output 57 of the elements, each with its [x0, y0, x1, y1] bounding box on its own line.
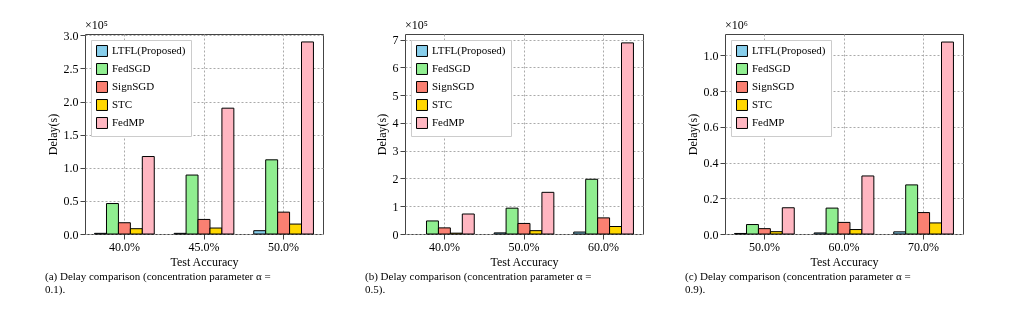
legend-label: FedSGD: [112, 62, 151, 74]
text: ×10⁶: [725, 18, 748, 32]
x-tick-label: 40.0%: [428, 239, 460, 254]
legend-label: FedMP: [112, 116, 145, 128]
x-tick-label: 50.0%: [508, 239, 540, 254]
y-tick-label: 0.5: [63, 194, 79, 209]
x-tick-label: 50.0%: [748, 239, 780, 254]
legend-label: FedSGD: [432, 62, 471, 74]
y-tick-label: 1.0: [703, 48, 719, 63]
text: ×10⁵: [85, 18, 108, 32]
y-tick-label: 3: [392, 144, 399, 159]
x-axis-title: Test Accuracy: [490, 254, 559, 269]
y-tick-label: 0.6: [703, 120, 719, 135]
y-tick-label: 0.0: [703, 227, 719, 242]
legend-label: FedMP: [432, 116, 465, 128]
y-tick-label: 0.0: [63, 227, 79, 242]
y-tick-label: 2.0: [63, 95, 79, 110]
legend-label: LTFL(Proposed): [432, 44, 506, 57]
legend-label: SignSGD: [752, 80, 795, 92]
y-tick-label: 3.0: [63, 28, 79, 43]
legend-label: LTFL(Proposed): [112, 44, 186, 57]
y-tick-label: 5: [392, 88, 399, 103]
x-tick-label: 40.0%: [108, 239, 140, 254]
x-tick-label: 60.0%: [828, 239, 860, 254]
y-tick-label: 6: [392, 60, 399, 75]
legend-label: SignSGD: [112, 80, 155, 92]
y-tick-label: 0.2: [703, 191, 719, 206]
x-tick-label: 70.0%: [908, 239, 940, 254]
y-tick-label: 1.5: [63, 128, 79, 143]
text: (a) Delay comparison (concentration parameter α = 0.1).: [45, 270, 271, 296]
legend-label: STC: [752, 98, 773, 110]
x-axis-title: Test Accuracy: [810, 254, 879, 269]
x-tick-label: 45.0%: [188, 239, 220, 254]
y-tick-label: 0.4: [703, 156, 719, 171]
y-axis-title: Delay(s): [45, 113, 60, 156]
y-tick-label: 0: [392, 227, 399, 242]
x-axis-title: Test Accuracy: [170, 254, 239, 269]
text: (b) Delay comparison (concentration parameter α = 0.5).: [365, 270, 592, 296]
x-tick-label: 60.0%: [588, 239, 620, 254]
y-tick-label: 2.5: [63, 61, 79, 76]
y-tick-label: 4: [392, 116, 399, 131]
legend-label: STC: [432, 98, 453, 110]
y-axis-title: Delay(s): [374, 113, 389, 156]
legend-label: STC: [112, 98, 133, 110]
legend-label: FedSGD: [752, 62, 791, 74]
y-tick-label: 1: [392, 199, 399, 214]
y-tick-label: 0.8: [703, 84, 719, 99]
text: (c) Delay comparison (concentration parameter α = 0.9).: [685, 270, 911, 296]
legend-label: SignSGD: [432, 80, 475, 92]
text: ×10⁵: [405, 18, 428, 32]
y-tick-label: 7: [392, 33, 399, 48]
y-axis-title: Delay(s): [685, 113, 700, 156]
legend-label: LTFL(Proposed): [752, 44, 826, 57]
legend-label: FedMP: [752, 116, 785, 128]
x-tick-label: 50.0%: [268, 239, 300, 254]
y-tick-label: 1.0: [63, 161, 79, 176]
y-tick-label: 2: [392, 171, 399, 186]
